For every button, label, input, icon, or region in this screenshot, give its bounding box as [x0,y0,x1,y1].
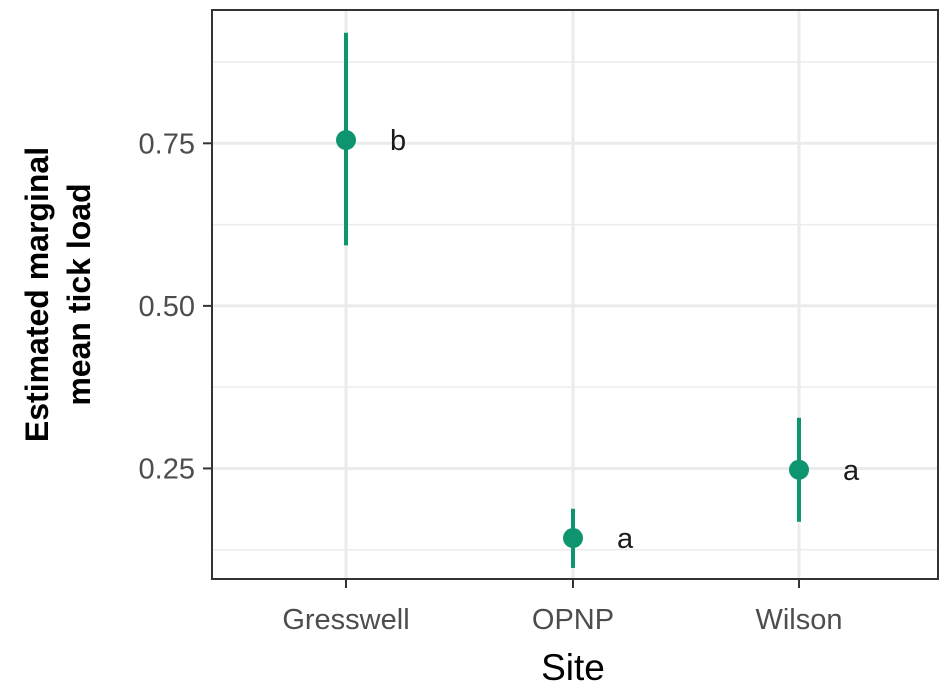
x-tick-label-wilson: Wilson [755,604,842,636]
y-tick-label-1: 0.50 [139,291,195,323]
y-tick-label-2: 0.75 [139,128,195,160]
panel-border [211,9,939,580]
data-points [336,130,809,549]
x-tick-label-opnp: OPNP [532,604,614,636]
y-axis-title: Estimated marginal mean tick load [19,147,97,442]
point-gresswell [336,130,356,151]
y-axis-ticks: 0.25 0.50 0.75 [139,128,212,485]
group-label-opnp: a [617,523,634,555]
y-axis-title-line-0: Estimated marginal [19,147,55,442]
group-label-wilson: a [843,455,860,487]
x-axis-ticks: Gresswell OPNP Wilson [282,579,843,636]
point-wilson [789,459,809,480]
x-tick-label-gresswell: Gresswell [282,604,409,636]
grid-major [212,10,938,579]
group-labels: b a a [390,125,860,555]
point-opnp [563,528,583,549]
x-axis-title: Site [541,647,605,688]
y-tick-label-0: 0.25 [139,453,195,485]
group-label-gresswell: b [390,125,406,157]
y-axis-title-line-1: mean tick load [61,183,97,405]
